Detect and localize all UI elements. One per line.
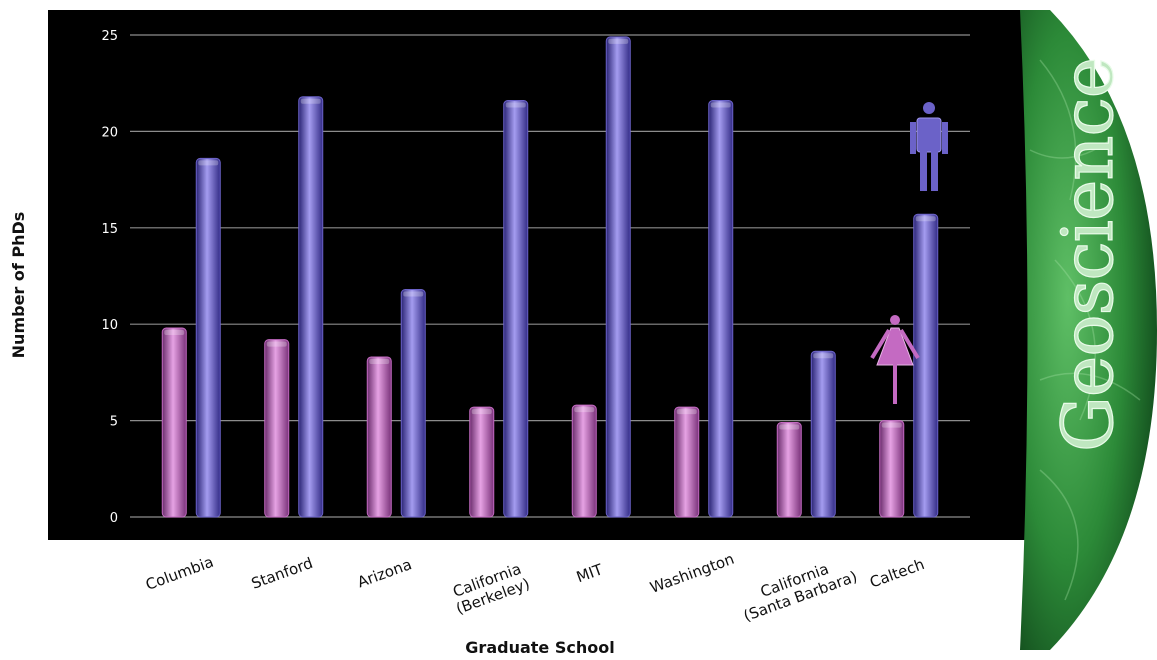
bar-female [776, 422, 802, 518]
x-tick-label: California(Santa Barbara) [735, 551, 859, 625]
bar-female-highlight [164, 330, 185, 336]
bar-male [605, 36, 631, 518]
bar-male-highlight [710, 102, 731, 108]
x-tick-label-line: Columbia [143, 553, 216, 594]
x-tick-label: Arizona [355, 555, 414, 591]
bar-female [674, 406, 700, 518]
bar-male [195, 157, 221, 518]
x-tick-label: Columbia [143, 553, 216, 594]
bar-male [400, 288, 426, 518]
x-tick-label-line: Caltech [867, 555, 926, 591]
bar-female-highlight [676, 409, 697, 415]
y-tick-label: 5 [110, 415, 118, 430]
bar-female-highlight [471, 409, 492, 415]
bar-female [879, 420, 905, 518]
x-axis-labels: Columbia Stanford Arizona California(Berkel… [143, 550, 927, 625]
bar-male [810, 350, 836, 518]
bar-male [503, 100, 529, 518]
bar-female-highlight [881, 422, 902, 428]
banner-shape [1020, 10, 1157, 650]
bar-male-highlight [813, 353, 834, 359]
bar-female-highlight [266, 341, 287, 347]
y-axis-title: Number of PhDs [9, 212, 28, 359]
bar-male-highlight [608, 38, 629, 44]
x-tick-label: Caltech [867, 555, 926, 591]
y-tick-label: 15 [101, 222, 118, 237]
bar-male [708, 100, 734, 518]
bar-female [571, 404, 597, 518]
y-axis-ticks: 0 5 10 15 20 25 [101, 29, 118, 526]
bar-female [161, 327, 187, 518]
bar-female-highlight [369, 358, 390, 364]
male-figure-icon [910, 102, 948, 191]
y-tick-label: 20 [101, 125, 118, 140]
x-tick-label: Washington [648, 550, 737, 597]
x-tick-label: MIT [574, 560, 606, 586]
bar-male [298, 96, 324, 518]
bar-male-highlight [300, 98, 321, 104]
geoscience-banner: Geoscience [1020, 10, 1157, 650]
bar-male [913, 213, 939, 518]
y-tick-label: 10 [101, 318, 118, 333]
y-tick-label: 25 [101, 29, 118, 44]
bar-female [366, 356, 392, 518]
x-tick-label: California(Berkeley) [448, 559, 532, 618]
banner-text: Geoscience [1047, 58, 1129, 452]
bar-male-highlight [403, 291, 424, 297]
bar-female [264, 339, 290, 518]
x-tick-label-line: Washington [648, 550, 737, 597]
bar-female-highlight [574, 407, 595, 413]
bar-male-highlight [198, 160, 219, 166]
x-tick-label-line: Stanford [249, 554, 315, 593]
x-tick-label-line: Arizona [355, 555, 414, 591]
x-tick-label-line: MIT [574, 560, 606, 586]
bars [161, 36, 939, 518]
female-figure-icon [870, 315, 920, 404]
bar-male-highlight [505, 102, 526, 108]
bar-male-highlight [915, 216, 936, 222]
bar-female [469, 406, 495, 518]
banner-texture [1029, 59, 1141, 601]
bar-female-highlight [779, 424, 800, 430]
x-tick-label: Stanford [249, 554, 315, 593]
y-tick-label: 0 [110, 511, 118, 526]
x-axis-title: Graduate School [465, 638, 614, 657]
